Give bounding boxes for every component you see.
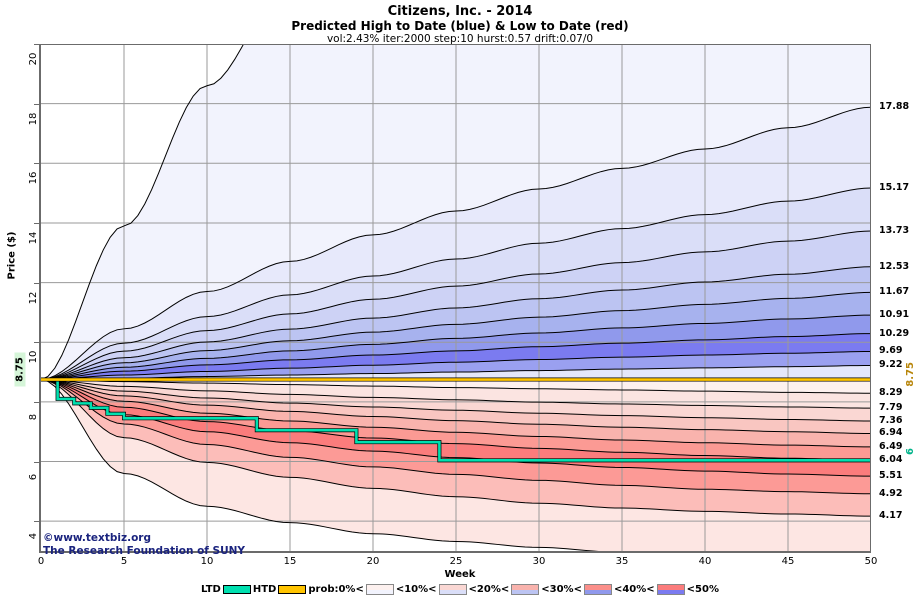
right-value-label: 8.29 xyxy=(879,387,903,399)
right-value-label: 9.22 xyxy=(879,359,903,371)
right-value-label: 6.04 xyxy=(879,454,903,466)
right-value-label: 12.53 xyxy=(879,260,910,272)
x-tick-label: 25 xyxy=(449,556,463,567)
y-tick-label: 18 xyxy=(27,112,39,126)
legend-band-swatch-0 xyxy=(365,584,394,595)
x-tick-label: 20 xyxy=(366,556,380,567)
chart-canvas xyxy=(41,44,871,551)
legend-htd-label: HTD xyxy=(252,584,277,595)
right-value-label: 15.17 xyxy=(879,182,910,194)
right-value-label: 13.73 xyxy=(879,224,910,236)
x-tick-label: 5 xyxy=(120,556,128,567)
x-axis-label: Week xyxy=(444,569,476,580)
right-value-label: 4.17 xyxy=(879,510,903,522)
right-value-label: 7.36 xyxy=(879,414,903,426)
y-tick-label: 20 xyxy=(27,52,39,66)
x-tick-label: 30 xyxy=(532,556,546,567)
watermark-line-1: ©www.textbiz.org xyxy=(43,532,151,544)
right-value-label: 4.92 xyxy=(879,487,903,499)
chart-legend: LTD HTD prob:0%< <10%< <20%< <30%< <40%< <50% xyxy=(0,584,920,595)
right-value-label: 11.67 xyxy=(879,286,910,298)
y-tick-mark xyxy=(34,401,40,403)
watermark: ©www.textbiz.org The Research Foundation… xyxy=(43,532,245,558)
right-value-label: 17.88 xyxy=(879,101,910,113)
x-axis-line xyxy=(39,551,871,553)
y-tick-mark xyxy=(34,222,40,224)
y-tick-label: 12 xyxy=(27,291,39,304)
legend-band-swatch-4 xyxy=(656,584,685,595)
y-tick-mark xyxy=(34,282,40,284)
y-tick-label: 14 xyxy=(27,231,39,245)
start-price-highlight: 8.75 xyxy=(14,352,26,386)
y-tick-mark xyxy=(34,342,40,344)
chart-subtitle: Predicted High to Date (blue) & Low to D… xyxy=(291,19,629,33)
y-tick-label: 16 xyxy=(27,171,39,185)
plot-area xyxy=(41,44,871,551)
right-value-label: 5.51 xyxy=(879,470,903,482)
y-tick-label: 6 xyxy=(27,473,39,480)
y-axis-line xyxy=(39,44,41,553)
x-tick-label: 40 xyxy=(698,556,712,567)
right-value-label: 10.91 xyxy=(879,309,910,321)
right-value-label: 6.94 xyxy=(879,427,903,439)
x-tick-label: 0 xyxy=(37,556,45,567)
y-axis-label: Price ($) xyxy=(6,231,18,280)
legend-band-label-2: <30%< xyxy=(541,584,582,595)
legend-htd-swatch xyxy=(278,585,307,594)
legend-band-swatch-2 xyxy=(511,584,540,595)
legend-ltd-swatch xyxy=(222,585,251,594)
watermark-line-2: The Research Foundation of SUNY xyxy=(43,545,246,557)
right-value-label: 6.49 xyxy=(879,440,903,452)
y-tick-mark xyxy=(34,163,40,165)
x-tick-label: 10 xyxy=(200,556,214,567)
ltd-side-caption: 6 xyxy=(905,448,916,456)
legend-prob-label: prob:0%< xyxy=(308,584,364,595)
chart-title: Citizens, Inc. - 2014 xyxy=(387,4,533,19)
legend-band-swatch-3 xyxy=(583,584,612,595)
legend-band-label-3: <40%< xyxy=(613,584,655,595)
right-value-label: 7.79 xyxy=(879,402,903,414)
y-tick-label: 8 xyxy=(27,413,39,421)
x-tick-label: 35 xyxy=(615,556,629,567)
y-tick-mark xyxy=(34,521,40,523)
legend-band-label-1: <20%< xyxy=(468,584,510,595)
x-tick-label: 45 xyxy=(781,556,795,567)
y-tick-mark xyxy=(34,103,40,105)
legend-band-label-0: <10%< xyxy=(395,584,437,595)
chart-parameters: vol:2.43% iter:2000 step:10 hurst:0.57 d… xyxy=(326,33,594,45)
legend-band-swatch-1 xyxy=(438,584,467,595)
y-tick-mark xyxy=(34,461,40,463)
htd-side-caption: 8.75 xyxy=(905,361,916,387)
legend-ltd-label: LTD xyxy=(201,584,221,595)
x-tick-label: 50 xyxy=(864,556,878,567)
right-value-label: 9.69 xyxy=(879,345,903,357)
x-tick-label: 15 xyxy=(283,556,297,567)
y-tick-mark xyxy=(34,44,40,45)
right-value-label: 10.29 xyxy=(879,327,910,339)
legend-band-label-4: <50% xyxy=(686,584,719,595)
